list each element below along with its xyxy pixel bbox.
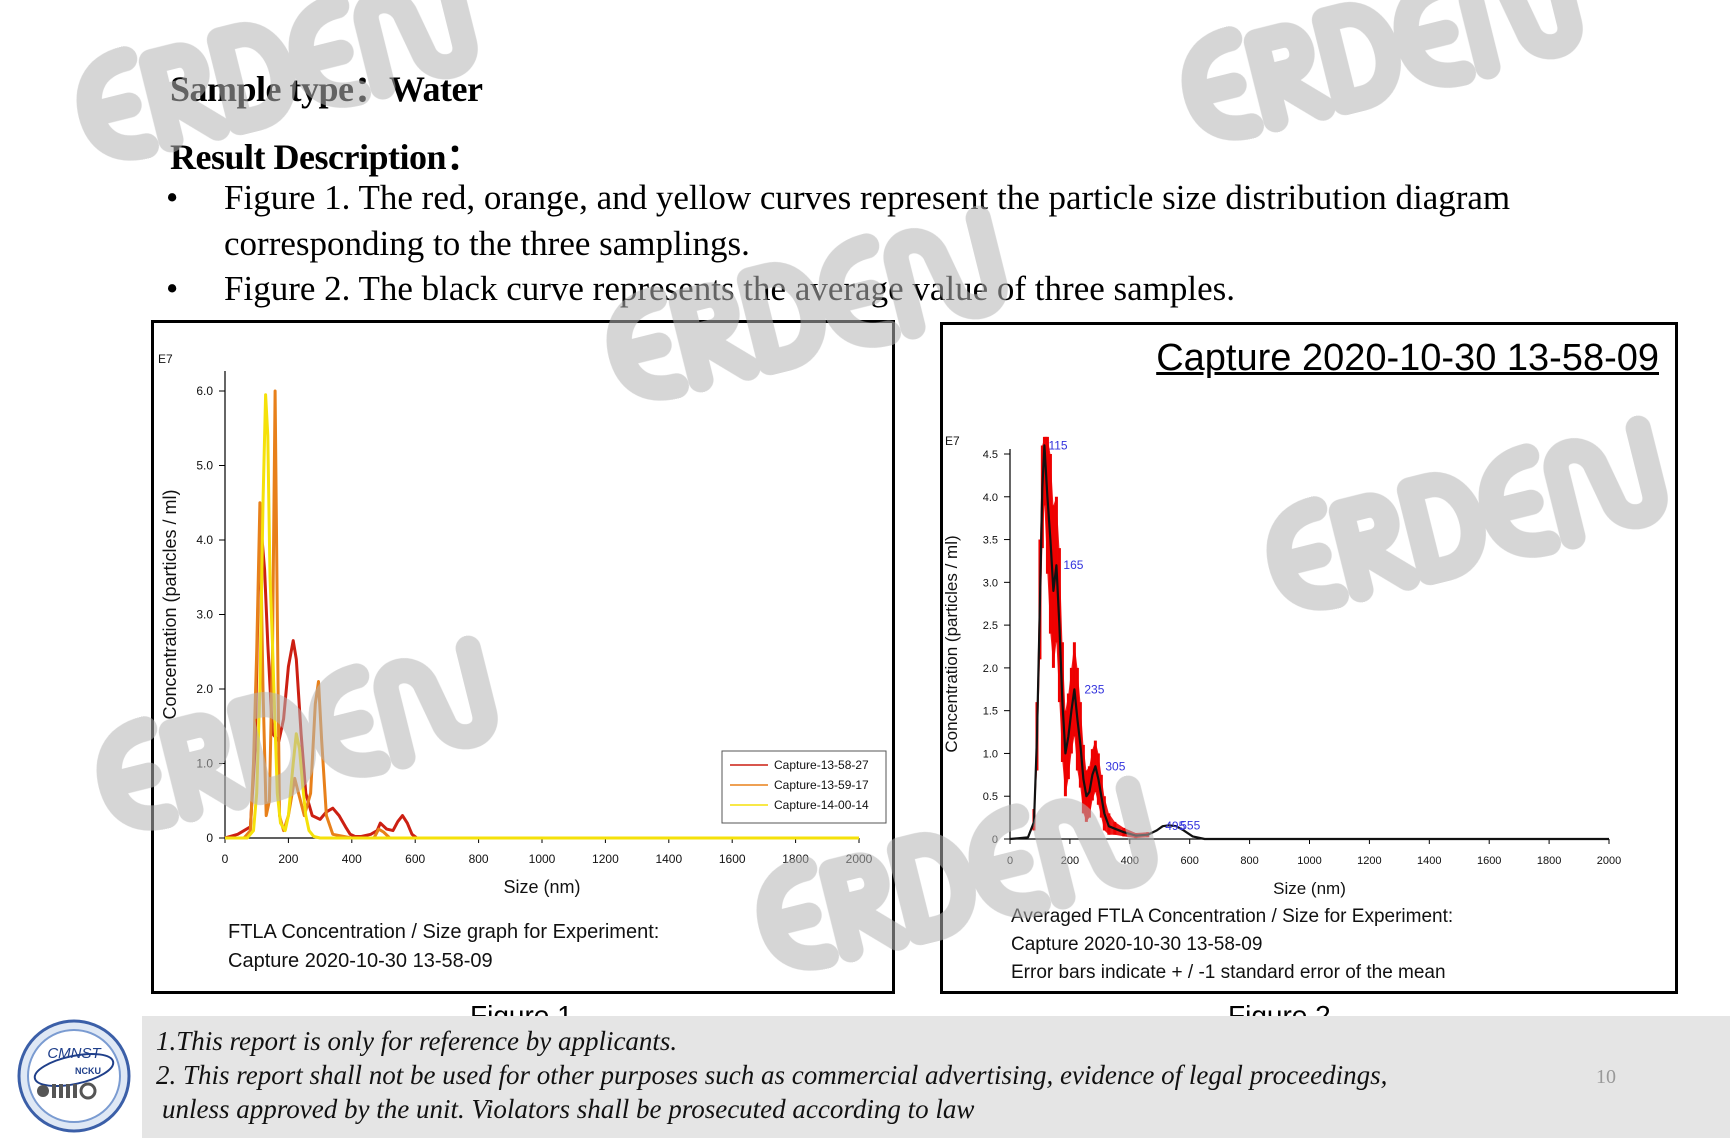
sample-type-heading: Sample type：Water: [170, 69, 483, 109]
x-tick-label: 1400: [1417, 855, 1441, 867]
legend-entry: Capture-14-00-14: [774, 798, 869, 812]
footer-disclaimer: 1.This report is only for reference by a…: [142, 1016, 1730, 1138]
peak-label: 165: [1063, 558, 1083, 572]
y-tick-label: 0: [206, 831, 213, 845]
x-tick-label: 2000: [1597, 855, 1621, 867]
peak-label: 495: [1165, 819, 1185, 833]
figure1-caption: FTLA Concentration / Size graph for Expe…: [228, 918, 659, 976]
x-tick-label: 800: [469, 852, 489, 866]
x-tick-label: 1800: [782, 852, 809, 866]
y-tick-label: 0.5: [983, 791, 998, 803]
figure2-panel: Capture 2020-10-30 13-58-09 E7 0 0.5 1.0 1.5…: [940, 322, 1678, 994]
figure1-panel: E7 0 1.0 2.0 3.0 4.0 5.0 6.0 0 200 400 600 800 1000 12…: [151, 320, 895, 994]
page-number: 10: [1596, 1066, 1616, 1088]
watermark-stroke: [1393, 0, 1476, 88]
y-tick-label: 4.5: [983, 449, 998, 461]
chart-legend: Capture-13-58-27 Capture-13-59-17 Capture-…: [721, 750, 887, 824]
y-tick-label: 4.0: [983, 492, 998, 504]
bullet-symbol: •: [166, 178, 179, 217]
x-tick-label: 200: [1061, 855, 1079, 867]
peak-label: 305: [1105, 759, 1125, 773]
x-tick-label: 600: [405, 852, 425, 866]
y-exponent-label: E7: [158, 352, 173, 366]
x-tick-label: 1200: [1357, 855, 1381, 867]
x-tick-label: 600: [1181, 855, 1199, 867]
footer-line1: 1.This report is only for reference by a…: [156, 1026, 678, 1056]
y-tick-label: 2.0: [983, 663, 998, 675]
figure2-caption-line1: Averaged FTLA Concentration / Size for E…: [1011, 906, 1454, 927]
y-tick-label: 5.0: [196, 459, 213, 473]
y-tick-label: 6.0: [196, 384, 213, 398]
y-tick-label: 2.5: [983, 620, 998, 632]
y-tick-label: 1.0: [196, 757, 213, 771]
x-tick-label: 1600: [719, 852, 746, 866]
logo-text-cmnst: CMNST: [47, 1045, 102, 1062]
peak-label: 235: [1084, 682, 1104, 696]
legend-entry: Capture-13-59-17: [774, 778, 869, 792]
x-tick-label: 0: [222, 852, 229, 866]
watermark-erden: [1181, 0, 1583, 141]
figure1-caption-line1: FTLA Concentration / Size graph for Expe…: [228, 921, 660, 943]
watermark-stroke: [1311, 2, 1401, 116]
cmnst-ncku-logo: CMNST NCKU: [17, 1019, 131, 1133]
x-tick-label: 1400: [655, 852, 682, 866]
x-tick-label: 200: [278, 852, 298, 866]
bullet-symbol: •: [166, 269, 179, 308]
series-line-1: [224, 531, 859, 840]
x-axis-label: Size (nm): [503, 877, 580, 897]
peak-label: 555: [1180, 818, 1200, 832]
y-tick-label: 3.0: [196, 608, 213, 622]
x-tick-label: 1800: [1537, 855, 1561, 867]
x-tick-label: 400: [342, 852, 362, 866]
figure2-title: Capture 2020-10-30 13-58-09: [1156, 337, 1659, 379]
figure2-chart: E7 0 0.5 1.0 1.5 2.0 2.5 3.0 3.5 4.0 4.5 0 200 400 600…: [943, 434, 1621, 898]
y-tick-label: 1.0: [983, 748, 998, 760]
legend-box: [721, 750, 887, 824]
figure1-caption-line2: Capture 2020-10-30 13-58-09: [228, 950, 493, 972]
watermark-stroke: [1181, 26, 1264, 141]
y-tick-label: 0: [992, 834, 998, 846]
peak-label: 115: [1048, 438, 1067, 452]
bullet-figure2: • Figure 2. The black curve represents t…: [166, 266, 1666, 312]
x-axis-label: Size (nm): [1273, 879, 1346, 898]
watermark-stroke: [1458, 0, 1583, 80]
legend-entry: Capture-13-58-27: [774, 758, 869, 772]
result-description-heading: Result Description：: [170, 137, 482, 177]
x-tick-label: 1600: [1477, 855, 1501, 867]
y-tick-label: 4.0: [196, 533, 213, 547]
y-tick-label: 1.5: [983, 706, 998, 718]
figure1-chart: E7 0 1.0 2.0 3.0 4.0 5.0 6.0 0 200 400 600 800 1000 12…: [158, 352, 887, 897]
bullet-figure1: • Figure 1. The red, orange, and yellow …: [166, 175, 1666, 267]
watermark-stroke: [76, 46, 159, 161]
y-axis-label: Concentration (particles / ml): [943, 535, 961, 752]
y-tick-label: 3.5: [983, 535, 998, 547]
y-exponent-label: E7: [945, 434, 960, 448]
x-tick-label: 2000: [846, 852, 873, 866]
x-tick-label: 800: [1240, 855, 1258, 867]
bullet-text: Figure 1. The red, orange, and yellow cu…: [224, 178, 1511, 263]
footer-line2: 2. This report shall not be used for oth…: [156, 1060, 1388, 1090]
x-tick-label: 1200: [592, 852, 619, 866]
footer-line3: unless approved by the unit. Violators s…: [162, 1094, 975, 1124]
x-tick-label: 400: [1121, 855, 1139, 867]
watermark-stroke: [1243, 22, 1336, 133]
x-tick-label: 1000: [529, 852, 556, 866]
x-tick-label: 1000: [1297, 855, 1321, 867]
y-axis-label: Concentration (particles / ml): [160, 489, 180, 719]
y-tick-label: 3.0: [983, 577, 998, 589]
y-tick-label: 2.0: [196, 682, 213, 696]
figure2-caption: Averaged FTLA Concentration / Size for E…: [1011, 903, 1453, 987]
logo-text-ncku: NCKU: [75, 1066, 101, 1076]
figure2-caption-line3: Error bars indicate + / -1 standard erro…: [1011, 962, 1446, 983]
x-tick-label: 0: [1007, 855, 1013, 867]
bullet-text: Figure 2. The black curve represents the…: [224, 269, 1236, 308]
figure2-caption-line2: Capture 2020-10-30 13-58-09: [1011, 934, 1263, 955]
